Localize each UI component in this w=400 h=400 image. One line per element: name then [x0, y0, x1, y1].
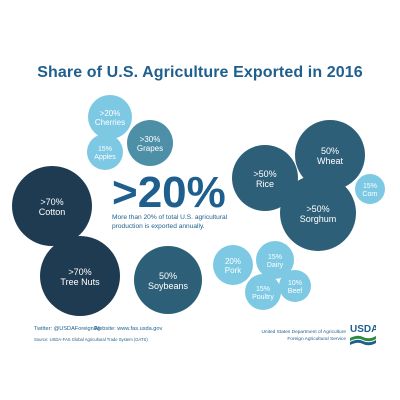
bubble-corn: [355, 174, 385, 204]
source-note: Source: USDA-FAS Global Agricultural Tra…: [34, 337, 148, 342]
bubble-label-soybeans: Soybeans: [148, 281, 189, 291]
bubble-cotton: [12, 166, 92, 246]
bubble-grapes: [127, 120, 173, 166]
usda-logo-swoosh: [350, 335, 376, 342]
bubble-value-soybeans: 50%: [159, 271, 177, 281]
highlight-value: >20%: [112, 168, 226, 217]
chart-title: Share of U.S. Agriculture Exported in 20…: [37, 64, 363, 81]
bubble-value-grapes: >30%: [140, 135, 161, 144]
agency-line-2: Foreign Agricultural Service: [287, 336, 346, 342]
bubble-poultry: [245, 274, 281, 310]
bubble-label-cherries: Cherries: [95, 118, 125, 127]
bubble-label-cotton: Cotton: [39, 207, 66, 217]
bubble-value-corn: 15%: [363, 183, 377, 190]
highlight-caption: More than 20% of total U.S. agricultural…: [112, 214, 228, 230]
bubble-value-sorghum: >50%: [306, 204, 329, 214]
bubble-tree-nuts: [40, 236, 120, 316]
bubble-label-corn: Corn: [362, 191, 377, 198]
bubble-value-cotton: >70%: [40, 197, 63, 207]
bubble-label-rice: Rice: [256, 179, 274, 189]
bubble-value-tree-nuts: >70%: [68, 267, 91, 277]
usda-logo: USDA: [350, 324, 376, 346]
bubble-value-rice: >50%: [253, 169, 276, 179]
bubble-rice: [232, 145, 298, 211]
bubble-label-tree-nuts: Tree Nuts: [60, 277, 100, 287]
website-link[interactable]: Website: www.fas.usda.gov: [94, 326, 163, 332]
bubble-label-beef: Beef: [288, 288, 302, 295]
bubble-apples: [87, 134, 123, 170]
bubble-label-sorghum: Sorghum: [300, 214, 337, 224]
bubble-value-cherries: >20%: [100, 109, 121, 118]
bubble-pork: [213, 245, 253, 285]
bubble-cherries: [88, 95, 132, 139]
bubble-value-beef: 10%: [288, 280, 302, 287]
bubble-beef: [279, 270, 311, 302]
bubble-value-pork: 20%: [225, 257, 241, 266]
bubble-value-wheat: 50%: [321, 146, 339, 156]
bubble-label-grapes: Grapes: [137, 144, 163, 153]
twitter-handle: Twitter: @USDAForeignAg: [34, 326, 101, 332]
usda-logo-swoosh-2: [350, 339, 376, 346]
bubble-value-poultry: 15%: [256, 286, 270, 293]
bubble-label-pork: Pork: [225, 266, 242, 275]
agency-name: United States Department of Agriculture …: [216, 330, 346, 343]
bubble-sorghum: [280, 175, 356, 251]
bubble-label-wheat: Wheat: [317, 156, 344, 166]
bubble-wheat: [295, 120, 365, 190]
bubble-dairy: [256, 241, 294, 279]
bubble-soybeans: [134, 246, 202, 314]
bubble-label-apples: Apples: [94, 154, 116, 161]
bubble-value-apples: 15%: [98, 146, 112, 153]
bubble-label-dairy: Dairy: [267, 262, 284, 269]
bubble-label-poultry: Poultry: [252, 294, 274, 301]
bubble-value-dairy: 15%: [268, 254, 282, 261]
usda-logo-text: USDA: [350, 324, 376, 335]
agency-line-1: United States Department of Agriculture: [261, 330, 346, 335]
